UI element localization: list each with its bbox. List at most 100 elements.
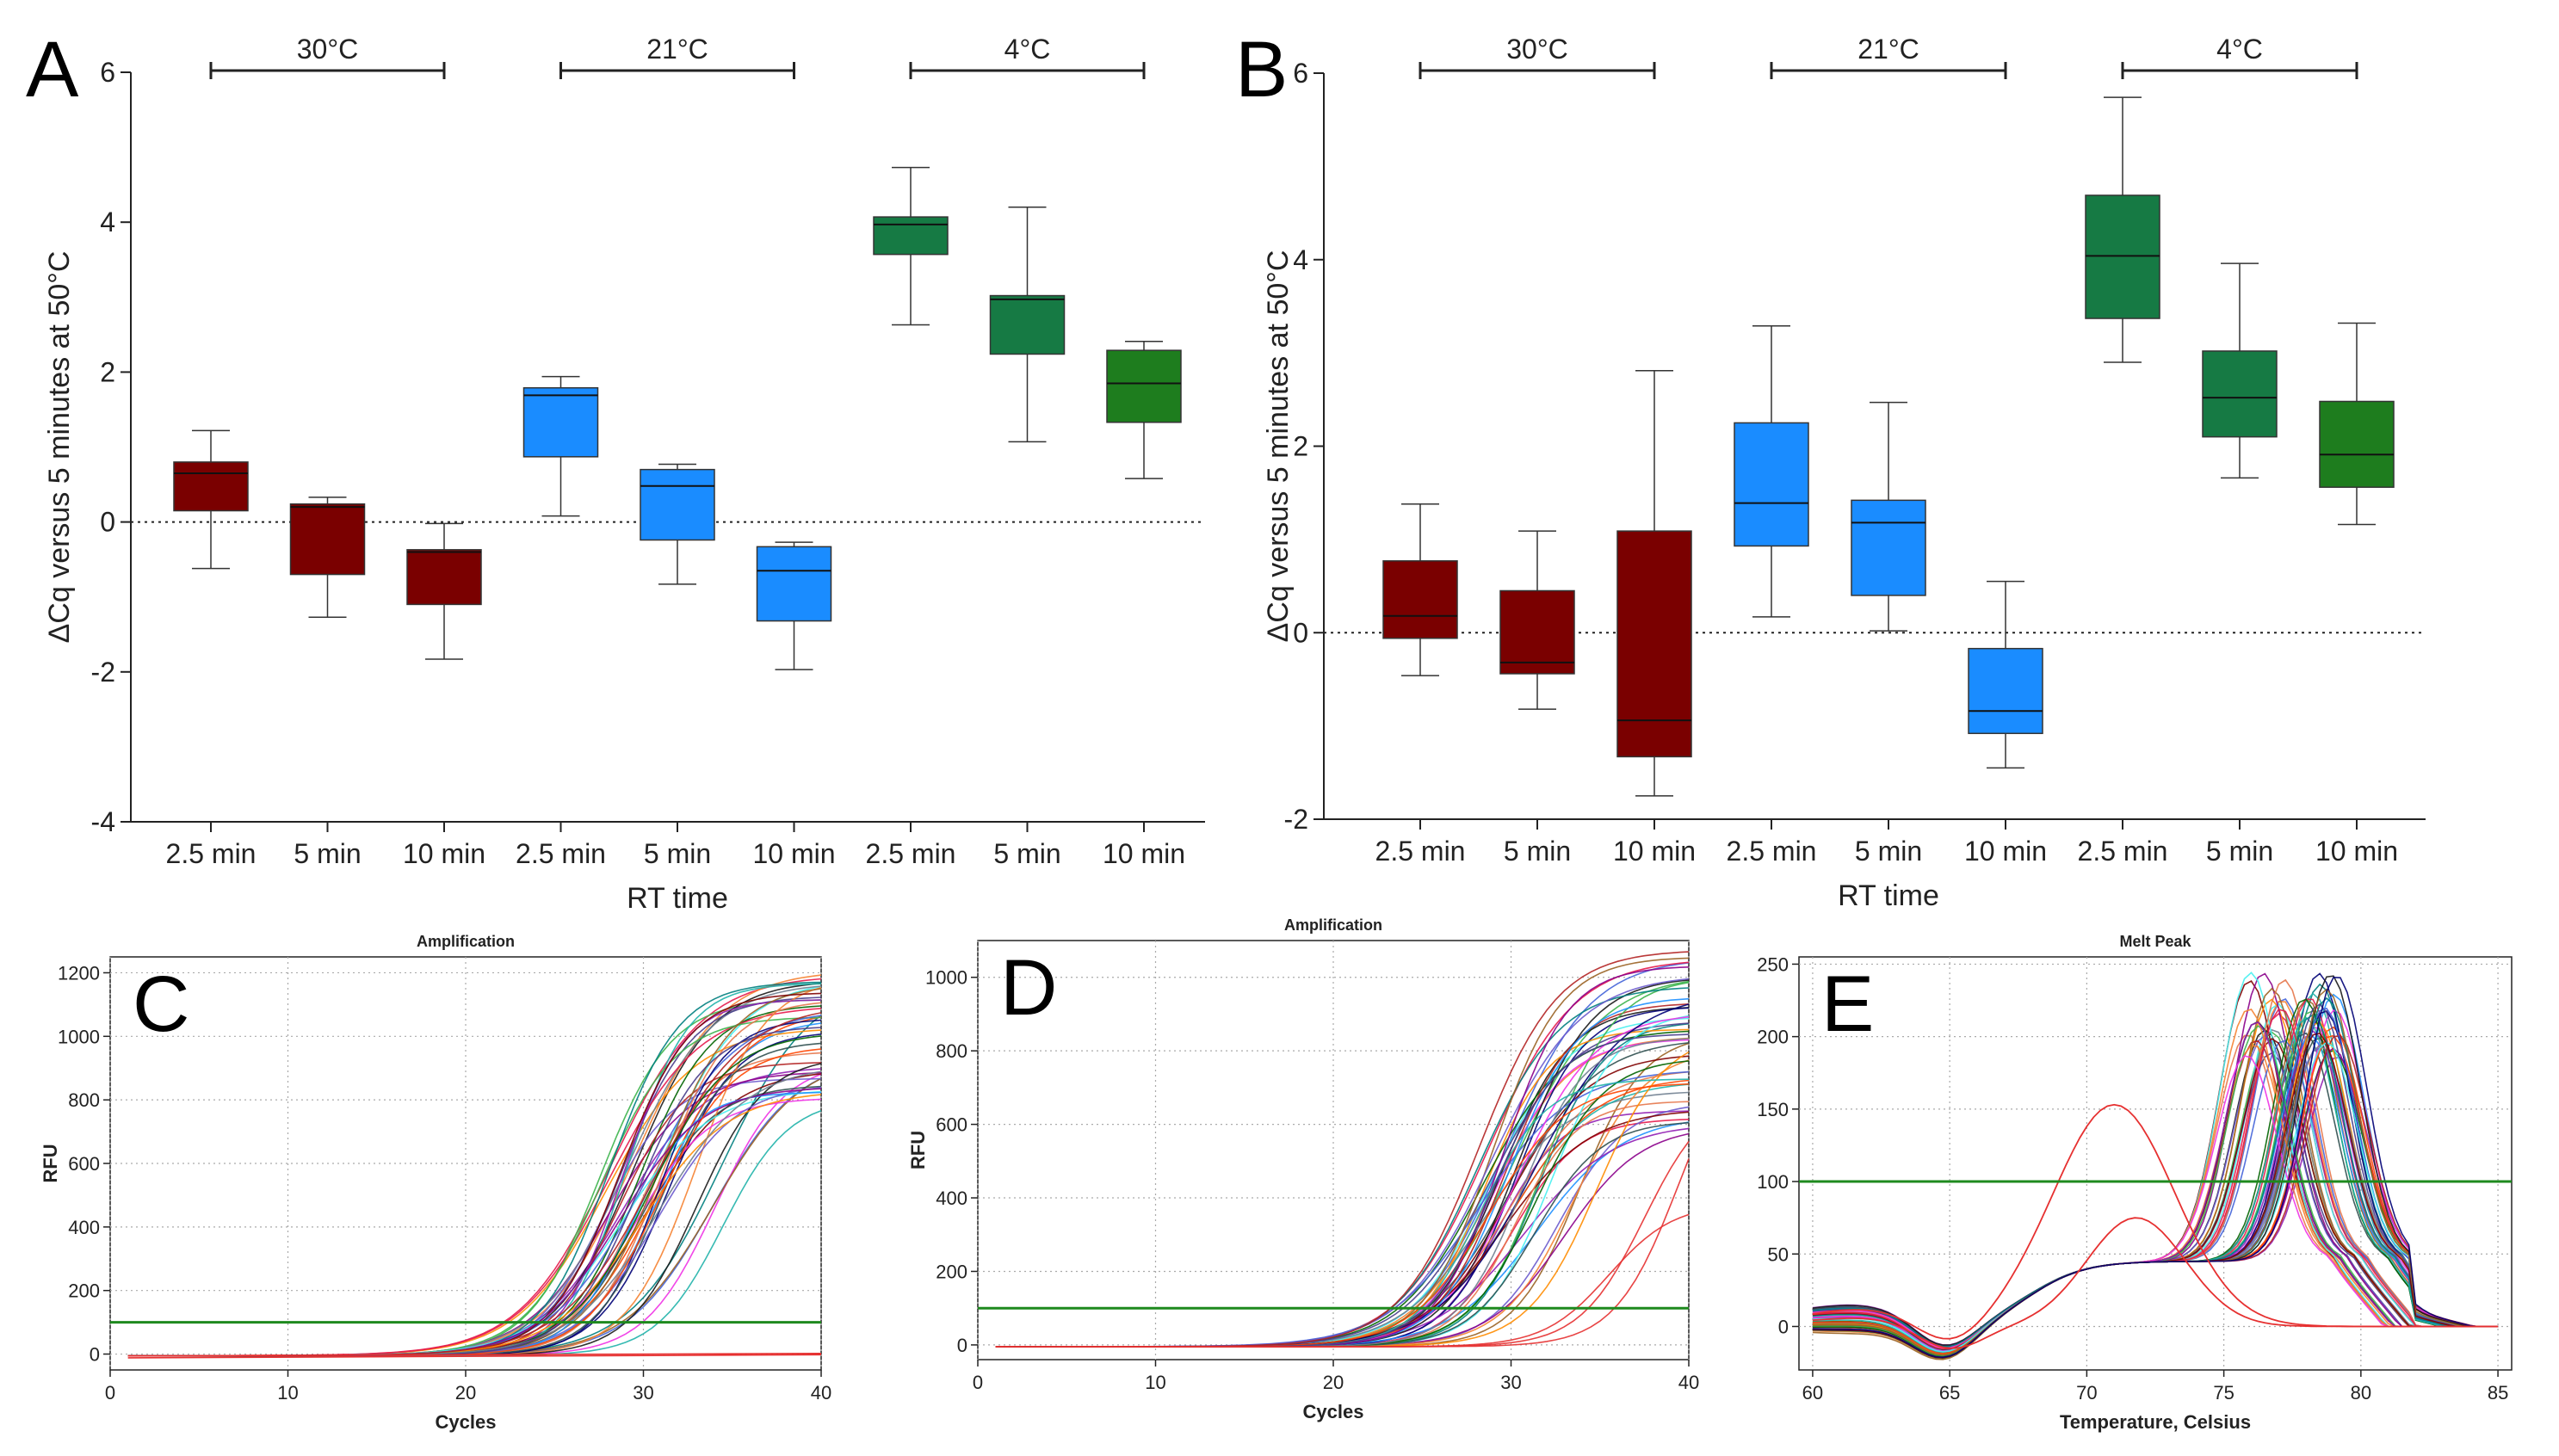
plot-frame	[977, 940, 1690, 1360]
y-tick-label: 200	[68, 1280, 100, 1302]
box-iqr	[1616, 530, 1692, 758]
x-tick-label: 2.5 min	[2078, 836, 2168, 867]
negative-control-curve	[127, 1354, 822, 1359]
box-iqr	[1499, 589, 1575, 675]
y-tick-label: 1000	[925, 967, 967, 989]
panel-letter-a: A	[26, 26, 79, 114]
y-tick-label: -2	[1284, 804, 1308, 835]
box-iqr	[522, 386, 599, 458]
temperature-label: 4°C	[1004, 34, 1051, 65]
y-axis-title: ΔCq versus 5 minutes at 50°C	[43, 251, 76, 644]
box-iqr	[989, 294, 1066, 355]
panel-letter-b: B	[1235, 26, 1288, 114]
x-tick-label: 10 min	[752, 838, 835, 869]
y-tick-label: 0	[957, 1335, 967, 1356]
x-tick-label: 10 min	[1613, 836, 1696, 867]
off-target-melt-curve	[1812, 1217, 2499, 1349]
box-iqr	[289, 503, 366, 576]
y-tick-label: 400	[936, 1188, 967, 1209]
box-plot-a: -4 -2 0 2 4 6 2.5 min 5 min 10 min 2.5 min 5 min 10…	[43, 34, 1205, 915]
x-tick-label: 5 min	[2206, 836, 2273, 867]
amplification-curve	[995, 1213, 1690, 1348]
plot-title: Amplification	[417, 933, 515, 950]
y-tick-label: 200	[1757, 1027, 1789, 1048]
x-tick-label: 65	[1939, 1382, 1960, 1404]
x-tick-label: 40	[811, 1382, 831, 1404]
x-tick-label: 0	[105, 1382, 115, 1404]
y-tick-label: 0	[100, 507, 115, 538]
x-tick-label: 10 min	[2315, 836, 2398, 867]
x-axis-title: Cycles	[1303, 1401, 1364, 1422]
y-tick-label: 0	[90, 1344, 100, 1366]
y-tick-label: 2	[1293, 431, 1308, 462]
x-tick-label: 80	[2351, 1382, 2371, 1404]
x-axis-title: Cycles	[436, 1411, 497, 1433]
x-axis-title: RT time	[627, 882, 728, 915]
plot-title: Melt Peak	[2119, 933, 2191, 950]
y-tick-label: 0	[1293, 617, 1308, 648]
y-tick-label: 600	[936, 1114, 967, 1136]
x-tick-label: 5 min	[1504, 836, 1571, 867]
y-tick-label: 50	[1768, 1243, 1789, 1265]
box-iqr	[2202, 350, 2278, 438]
x-tick-label: 20	[1323, 1372, 1344, 1393]
box-iqr	[173, 461, 249, 512]
x-tick-label: 2.5 min	[1375, 836, 1466, 867]
x-tick-label: 2.5 min	[166, 838, 257, 869]
y-tick-label: 150	[1757, 1099, 1789, 1120]
y-axis-title: RFU	[907, 1131, 929, 1169]
x-tick-label: 5 min	[993, 838, 1060, 869]
box-iqr	[1734, 422, 1809, 547]
box-iqr	[1382, 560, 1458, 639]
x-tick-label: 10 min	[403, 838, 485, 869]
temperature-label: 30°C	[297, 34, 359, 65]
y-tick-label: 6	[100, 57, 115, 88]
temperature-label: 21°C	[646, 34, 708, 65]
box-iqr	[1851, 499, 1926, 596]
x-tick-label: 2.5 min	[1727, 836, 1817, 867]
y-tick-label: 1000	[58, 1026, 100, 1047]
y-tick-label: 100	[1757, 1171, 1789, 1193]
y-tick-label: 2	[100, 356, 115, 387]
melt-peak-plot-e: Melt Peak 60 65 70 75 80 85 0 50 100 150 200 250 Temp…	[1757, 933, 2513, 1433]
y-tick-label: -4	[91, 806, 115, 837]
box-iqr	[1106, 349, 1182, 423]
x-tick-label: 10 min	[1964, 836, 2047, 867]
x-tick-label: 5 min	[1855, 836, 1922, 867]
box-plot-b: -2 0 2 4 6 2.5 min 5 min 10 min 2.5 min 5 min 10 m…	[1262, 34, 2426, 912]
y-axis-title: RFU	[40, 1144, 61, 1182]
x-tick-label: 70	[2076, 1382, 2097, 1404]
x-tick-label: 85	[2488, 1382, 2508, 1404]
melt-curve	[1812, 976, 2499, 1359]
x-axis-title: Temperature, Celsius	[2060, 1411, 2251, 1433]
box-iqr	[1968, 647, 2043, 735]
panel-letter-e: E	[1821, 960, 1874, 1048]
y-tick-label: 800	[68, 1089, 100, 1111]
box-iqr	[873, 216, 949, 256]
temperature-label: 30°C	[1506, 34, 1568, 65]
x-tick-label: 2.5 min	[516, 838, 606, 869]
x-tick-label: 40	[1678, 1372, 1699, 1393]
x-tick-label: 60	[1802, 1382, 1823, 1404]
x-tick-label: 5 min	[644, 838, 711, 869]
x-tick-label: 2.5 min	[866, 838, 956, 869]
panel-letter-d: D	[1000, 944, 1057, 1032]
x-tick-label: 10 min	[1103, 838, 1185, 869]
temperature-label: 21°C	[1857, 34, 1919, 65]
box-iqr	[756, 546, 832, 622]
x-tick-label: 0	[973, 1372, 983, 1393]
box-iqr	[640, 468, 715, 541]
box-iqr	[2319, 400, 2395, 488]
y-tick-label: 0	[1778, 1316, 1789, 1337]
y-tick-label: -2	[91, 657, 115, 688]
y-tick-label: 4	[1293, 244, 1308, 275]
y-tick-label: 200	[936, 1261, 967, 1282]
x-axis-title: RT time	[1838, 879, 1939, 912]
box-iqr	[406, 549, 482, 606]
x-tick-label: 10	[1145, 1372, 1165, 1393]
y-axis-title: ΔCq versus 5 minutes at 50°C	[1262, 250, 1295, 643]
x-tick-label: 20	[455, 1382, 476, 1404]
